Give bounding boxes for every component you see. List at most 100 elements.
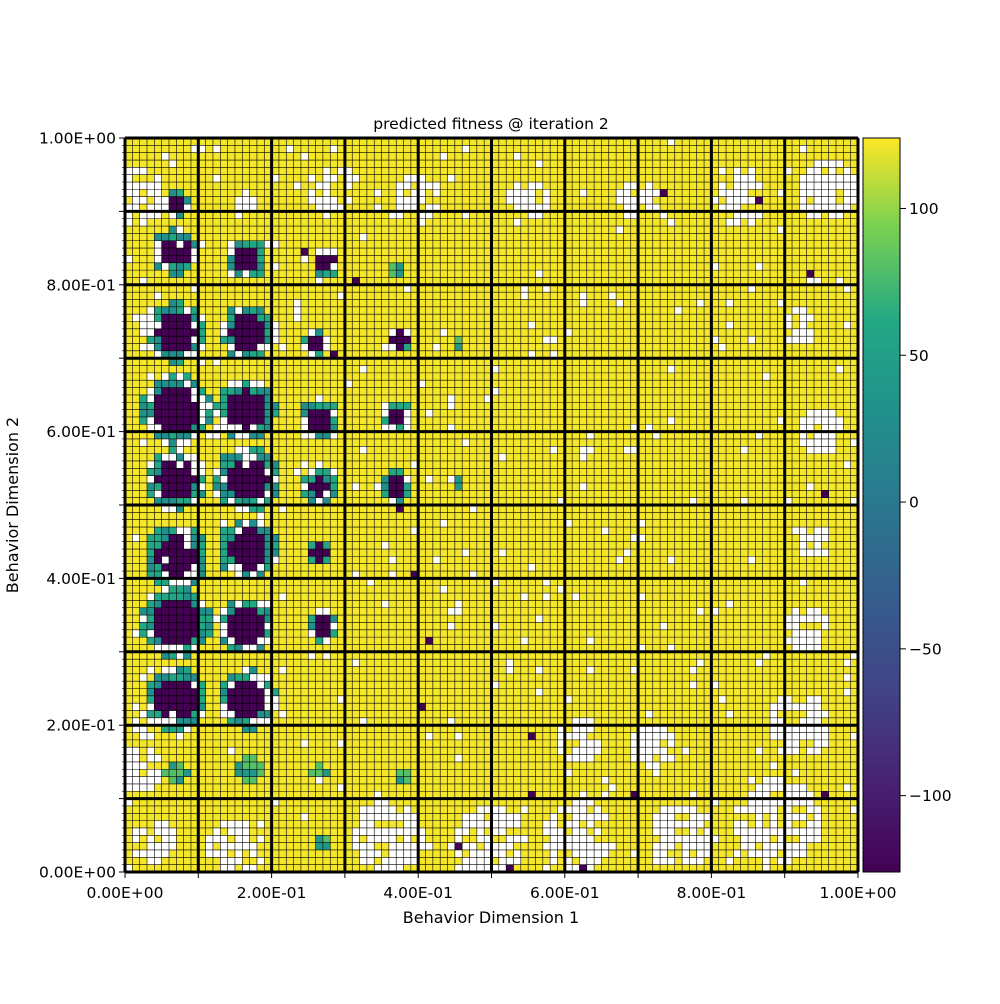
heatmap-cell (139, 145, 148, 153)
heatmap-cell (300, 226, 309, 234)
heatmap-cell (220, 534, 228, 542)
heatmap-cell (300, 754, 309, 762)
heatmap-cell (176, 710, 184, 718)
heatmap-cell (454, 174, 463, 183)
heatmap-cell (388, 747, 397, 755)
heatmap-cell (176, 453, 184, 462)
heatmap-cell (132, 365, 140, 373)
heatmap-cell (300, 571, 309, 579)
heatmap-cell (476, 270, 485, 278)
heatmap-cell (381, 218, 389, 227)
heatmap-cell (476, 673, 485, 682)
heatmap-cell (440, 827, 448, 836)
heatmap-cell (352, 284, 360, 293)
heatmap-cell (278, 350, 287, 359)
heatmap-cell (264, 189, 272, 197)
heatmap-cell (125, 240, 133, 249)
heatmap-cell (366, 593, 375, 601)
heatmap-cell (161, 270, 170, 278)
heatmap-cell (190, 556, 199, 564)
heatmap-cell (242, 152, 250, 161)
heatmap-cell (484, 446, 492, 454)
heatmap-cell (315, 695, 323, 704)
heatmap-cell (337, 769, 345, 777)
heatmap-cell (476, 622, 485, 630)
heatmap-cell (278, 600, 287, 608)
heatmap-cell (220, 152, 228, 161)
heatmap-cell (484, 482, 492, 491)
heatmap-cell (286, 849, 294, 858)
heatmap-cell (344, 739, 353, 748)
heatmap-cell (227, 152, 235, 161)
heatmap-cell (352, 446, 360, 454)
heatmap-cell (484, 629, 492, 638)
heatmap-cell (330, 637, 338, 645)
heatmap-cell (506, 233, 514, 241)
heatmap-cell (374, 431, 382, 439)
heatmap-cell (168, 754, 177, 762)
heatmap-cell (139, 651, 148, 660)
heatmap-cell (454, 138, 463, 146)
heatmap-cell (520, 725, 529, 733)
heatmap-cell (249, 527, 257, 535)
heatmap-cell (322, 424, 331, 432)
heatmap-cell (462, 402, 470, 410)
heatmap-cell (388, 725, 397, 733)
heatmap-cell (249, 270, 257, 278)
heatmap-cell (278, 292, 287, 300)
heatmap-cell (432, 622, 441, 630)
heatmap-cell (330, 761, 338, 770)
heatmap-cell (264, 174, 272, 183)
heatmap-cell (220, 739, 228, 748)
heatmap-cell (352, 328, 360, 337)
heatmap-cell (205, 769, 214, 777)
heatmap-cell (513, 438, 521, 447)
heatmap-cell (183, 145, 192, 153)
heatmap-cell (315, 703, 323, 711)
heatmap-cell (220, 813, 228, 821)
heatmap-cell (484, 314, 492, 322)
heatmap-cell (308, 761, 316, 770)
heatmap-cell (308, 424, 316, 432)
heatmap-cell (286, 571, 294, 579)
heatmap-cell (139, 446, 148, 454)
heatmap-cell (139, 541, 148, 550)
heatmap-cell (264, 769, 272, 777)
heatmap-cell (344, 284, 353, 293)
heatmap-cell (359, 563, 367, 572)
heatmap-cell (249, 299, 257, 307)
heatmap-cell (220, 343, 228, 351)
heatmap-cell (132, 666, 140, 674)
heatmap-cell (132, 732, 140, 740)
heatmap-cell (366, 475, 375, 484)
heatmap-cell (315, 468, 323, 476)
heatmap-cell (498, 336, 507, 344)
heatmap-cell (278, 688, 287, 696)
heatmap-cell (359, 336, 367, 344)
heatmap-cell (528, 637, 536, 645)
heatmap-cell (315, 541, 323, 550)
heatmap-cell (205, 394, 214, 403)
heatmap-cell (249, 747, 257, 755)
heatmap-cell (322, 549, 331, 557)
heatmap-cell (454, 255, 463, 263)
heatmap-cell (330, 380, 338, 388)
heatmap-cell (212, 196, 221, 205)
heatmap-cell (454, 424, 463, 432)
heatmap-cell (205, 688, 214, 696)
heatmap-cell (410, 226, 419, 234)
heatmap-cell (374, 167, 382, 175)
heatmap-cell (418, 688, 426, 696)
heatmap-cell (388, 519, 397, 528)
heatmap-cell (484, 710, 492, 718)
heatmap-cell (506, 512, 514, 520)
heatmap-cell (513, 615, 521, 623)
heatmap-cell (220, 615, 228, 623)
heatmap-cell (440, 527, 448, 535)
heatmap-cell (425, 541, 433, 550)
heatmap-cell (278, 218, 287, 227)
heatmap-cell (227, 233, 235, 241)
heatmap-cell (381, 769, 389, 777)
heatmap-cell (396, 739, 404, 748)
heatmap-cell (322, 563, 331, 572)
